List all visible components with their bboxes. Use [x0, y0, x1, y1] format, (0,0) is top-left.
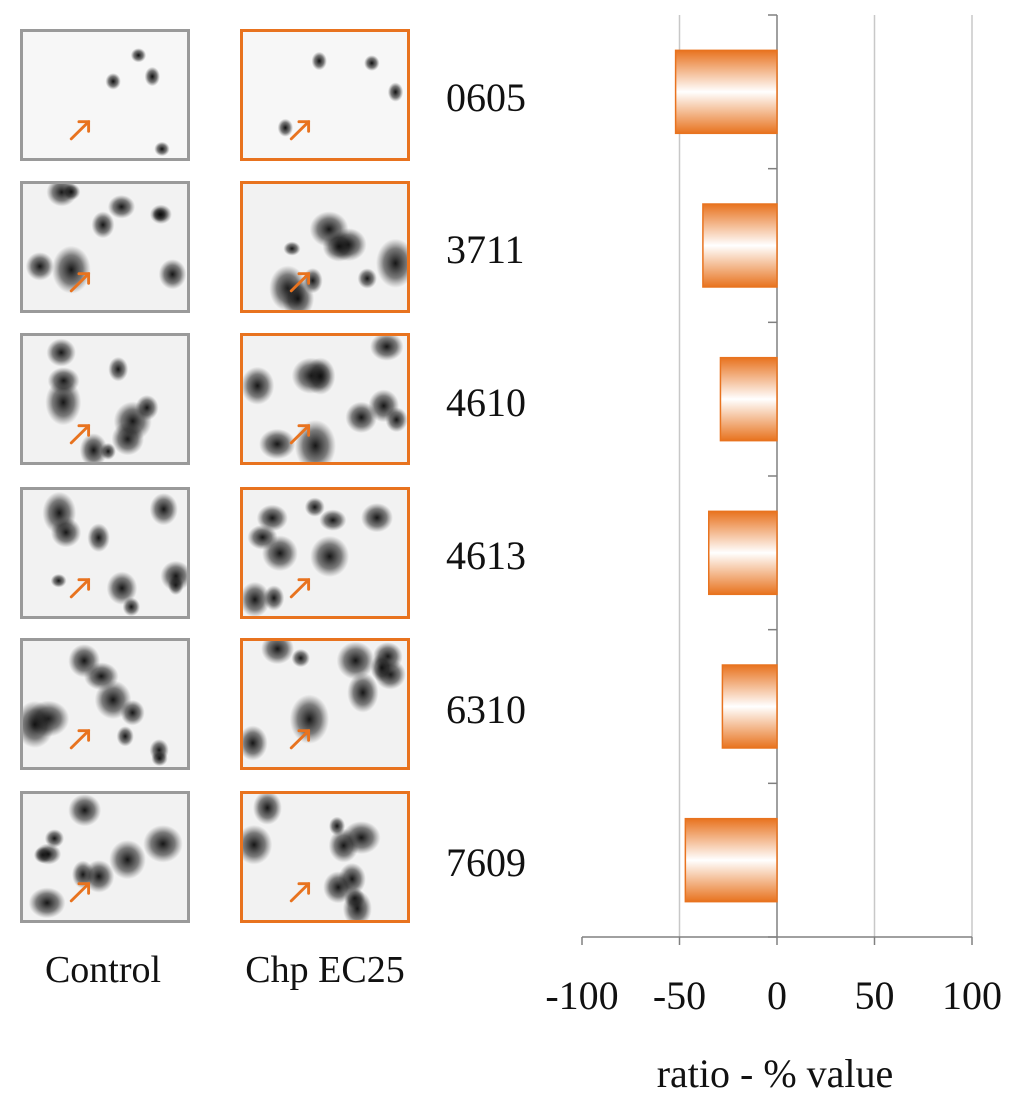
x-tick-label-0: -100	[545, 973, 618, 1018]
bar-0605	[674, 49, 778, 135]
gel-control-7609	[20, 791, 190, 923]
arrow-icon	[69, 729, 91, 750]
gel-control-3711	[20, 181, 190, 313]
arrow-icon	[69, 272, 91, 293]
category-label-3711: 3711	[446, 227, 525, 272]
gel-control-4610	[20, 333, 190, 465]
arrow-icon	[289, 424, 311, 445]
bar-7609	[684, 817, 778, 903]
gel-image	[243, 184, 407, 310]
gel-treated-6310	[240, 638, 410, 770]
x-tick-label-2: 0	[767, 973, 787, 1018]
gel-image	[243, 641, 407, 767]
category-label-0605: 0605	[446, 75, 526, 120]
arrow-icon	[289, 882, 311, 903]
bar-4610	[719, 356, 778, 442]
gel-treated-7609	[240, 791, 410, 923]
treated-column-label: Chp EC25	[245, 949, 405, 991]
gel-image	[23, 794, 187, 920]
arrow-icon	[289, 578, 311, 599]
gel-image	[23, 490, 187, 616]
category-label-4610: 4610	[446, 380, 526, 425]
x-tick-label-3: 50	[855, 973, 895, 1018]
gel-image	[23, 641, 187, 767]
x-axis-title: ratio - % value	[657, 1051, 894, 1096]
arrow-icon	[289, 729, 311, 750]
gel-treated-4610	[240, 333, 410, 465]
gel-image	[243, 490, 407, 616]
gel-control-6310	[20, 638, 190, 770]
bar-3711	[702, 203, 778, 288]
category-label-7609: 7609	[446, 840, 526, 885]
gel-control-0605	[20, 29, 190, 161]
gel-image	[69, 48, 170, 157]
arrow-icon	[69, 120, 91, 141]
gel-image	[243, 336, 407, 462]
gel-image	[277, 51, 404, 141]
arrow-icon	[289, 120, 311, 141]
arrow-icon	[289, 272, 311, 293]
bar-4613	[708, 510, 778, 596]
gel-image	[23, 336, 187, 462]
category-label-4613: 4613	[446, 533, 526, 578]
control-column-label: Control	[44, 949, 162, 991]
x-tick-label-4: 100	[942, 973, 1002, 1018]
gel-treated-4613	[240, 487, 410, 619]
gel-image	[23, 184, 187, 310]
arrow-icon	[69, 882, 91, 903]
arrow-icon	[69, 424, 91, 445]
bar-6310	[721, 664, 778, 749]
category-label-6310: 6310	[446, 687, 526, 732]
gel-treated-3711	[240, 181, 410, 313]
arrow-icon	[69, 578, 91, 599]
gel-treated-0605	[240, 29, 410, 161]
gel-control-4613	[20, 487, 190, 619]
x-tick-label-1: -50	[653, 973, 706, 1018]
gel-image	[243, 794, 407, 920]
